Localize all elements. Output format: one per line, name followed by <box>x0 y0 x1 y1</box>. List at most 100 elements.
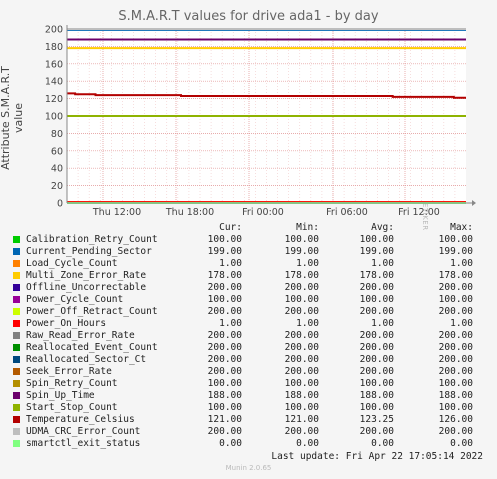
series-line-temperature-celsius <box>67 92 466 99</box>
y-tick-label: 180 <box>45 42 63 53</box>
legend-value-min: 199.00 <box>284 246 319 257</box>
legend-value-avg: 0.00 <box>371 438 394 449</box>
legend-value-cur: 1.00 <box>219 258 242 269</box>
legend-row: Temperature_Celsius 121.00 121.00 123.25 126… <box>13 414 483 426</box>
legend-value-avg: 178.00 <box>359 270 394 281</box>
y-tick-label: 40 <box>51 164 63 175</box>
last-update: Last update: Fri Apr 22 17:05:14 2022 <box>271 451 483 462</box>
legend-row: Power_Cycle_Count 100.00 100.00 100.00 100.0… <box>13 294 483 306</box>
legend-row: Offline_Uncorrectable 200.00 200.00 200.00 2… <box>13 282 483 294</box>
legend-value-max: 200.00 <box>438 342 473 353</box>
x-axis-arrow <box>472 200 476 206</box>
legend-value-min: 188.00 <box>284 390 319 401</box>
legend-swatch <box>13 284 20 291</box>
legend-value-cur: 188.00 <box>207 390 242 401</box>
legend-series-name: Current_Pending_Sector <box>26 246 152 257</box>
legend-swatch <box>13 344 20 351</box>
legend-value-cur: 100.00 <box>207 378 242 389</box>
legend-series-name: Start_Stop_Count <box>26 402 118 413</box>
legend-value-min: 200.00 <box>284 282 319 293</box>
legend-value-min: 100.00 <box>284 378 319 389</box>
legend-value-min: 200.00 <box>284 354 319 365</box>
x-tick-label: Thu 18:00 <box>165 207 214 218</box>
legend-value-avg: 1.00 <box>371 318 394 329</box>
legend-value-max: 126.00 <box>438 414 473 425</box>
legend-value-min: 100.00 <box>284 294 319 305</box>
legend-swatch <box>13 368 20 375</box>
legend-value-avg: 188.00 <box>359 390 394 401</box>
legend-series-name: Offline_Uncorrectable <box>26 282 147 293</box>
legend-value-avg: 100.00 <box>359 234 394 245</box>
legend-series-name: Spin_Up_Time <box>26 390 95 401</box>
legend-row: Spin_Retry_Count 100.00 100.00 100.00 100.00 <box>13 378 483 390</box>
legend-value-max: 199.00 <box>438 246 473 257</box>
legend-value-cur: 178.00 <box>207 270 242 281</box>
legend-value-avg: 200.00 <box>359 306 394 317</box>
legend-row: Reallocated_Sector_Ct 200.00 200.00 200.00 2… <box>13 354 483 366</box>
x-tick-label: Fri 06:00 <box>326 207 368 218</box>
legend-value-cur: 200.00 <box>207 330 242 341</box>
legend-swatch <box>13 332 20 339</box>
legend-series-name: Spin_Retry_Count <box>26 378 118 389</box>
legend-series-name: UDMA_CRC_Error_Count <box>26 426 141 437</box>
legend-row: Spin_Up_Time 188.00 188.00 188.00 188.00 <box>13 390 483 402</box>
legend-value-avg: 200.00 <box>359 366 394 377</box>
legend-row: Seek_Error_Rate 200.00 200.00 200.00 200.00 <box>13 366 483 378</box>
legend-value-max: 100.00 <box>438 378 473 389</box>
y-tick-label: 60 <box>51 146 63 157</box>
legend-row: Power_On_Hours 1.00 1.00 1.00 1.00 <box>13 318 483 330</box>
legend-value-min: 1.00 <box>296 258 319 269</box>
legend-value-cur: 200.00 <box>207 342 242 353</box>
legend-value-max: 200.00 <box>438 426 473 437</box>
legend-value-cur: 200.00 <box>207 354 242 365</box>
legend-value-cur: 100.00 <box>207 234 242 245</box>
legend-swatch <box>13 416 20 423</box>
legend-value-avg: 200.00 <box>359 282 394 293</box>
legend-value-max: 0.00 <box>450 438 473 449</box>
legend-swatch <box>13 428 20 435</box>
legend-value-avg: 200.00 <box>359 342 394 353</box>
legend-value-max: 100.00 <box>438 402 473 413</box>
legend-value-cur: 0.00 <box>219 438 242 449</box>
legend-value-max: 200.00 <box>438 282 473 293</box>
legend-series-name: Reallocated_Sector_Ct <box>26 354 147 365</box>
y-tick-label: 160 <box>45 59 63 70</box>
legend-value-max: 100.00 <box>438 294 473 305</box>
legend-header-max: Max: <box>450 222 473 233</box>
legend-value-cur: 200.00 <box>207 306 242 317</box>
legend-row: Current_Pending_Sector 199.00 199.00 199.00… <box>13 246 483 258</box>
legend-value-min: 100.00 <box>284 234 319 245</box>
legend-series-name: Calibration_Retry_Count <box>26 234 158 245</box>
legend-value-max: 178.00 <box>438 270 473 281</box>
legend-value-max: 188.00 <box>438 390 473 401</box>
legend-swatch <box>13 236 20 243</box>
legend-series-name: Temperature_Celsius <box>26 414 135 425</box>
legend-swatch <box>13 356 20 363</box>
legend-series-name: Reallocated_Event_Count <box>26 342 158 353</box>
legend-value-max: 200.00 <box>438 354 473 365</box>
legend-value-min: 200.00 <box>284 330 319 341</box>
legend-series-name: smartctl_exit_status <box>26 438 141 449</box>
legend-row: Power_Off_Retract_Count 200.00 200.00 200.0… <box>13 306 483 318</box>
legend-value-min: 178.00 <box>284 270 319 281</box>
legend-value-cur: 100.00 <box>207 402 242 413</box>
legend-series-name: Load_Cycle_Count <box>26 258 118 269</box>
legend-header-avg: Avg: <box>371 222 394 233</box>
legend-series-name: Multi_Zone_Error_Rate <box>26 270 147 281</box>
legend-value-cur: 200.00 <box>207 282 242 293</box>
legend-swatch <box>13 392 20 399</box>
y-tick-label: 140 <box>45 77 63 88</box>
legend-swatch <box>13 404 20 411</box>
legend-value-min: 121.00 <box>284 414 319 425</box>
y-tick-label: 0 <box>57 199 63 210</box>
y-tick-label: 20 <box>51 181 63 192</box>
x-tick-label: Fri 00:00 <box>242 207 284 218</box>
legend-row: Reallocated_Event_Count 200.00 200.00 200.0… <box>13 342 483 354</box>
legend-value-avg: 123.25 <box>359 414 394 425</box>
legend-value-avg: 199.00 <box>359 246 394 257</box>
legend-header-cur: Cur: <box>219 222 242 233</box>
y-tick-label: 100 <box>45 112 63 123</box>
legend-value-min: 200.00 <box>284 366 319 377</box>
munin-version: Munin 2.0.65 <box>225 464 272 472</box>
